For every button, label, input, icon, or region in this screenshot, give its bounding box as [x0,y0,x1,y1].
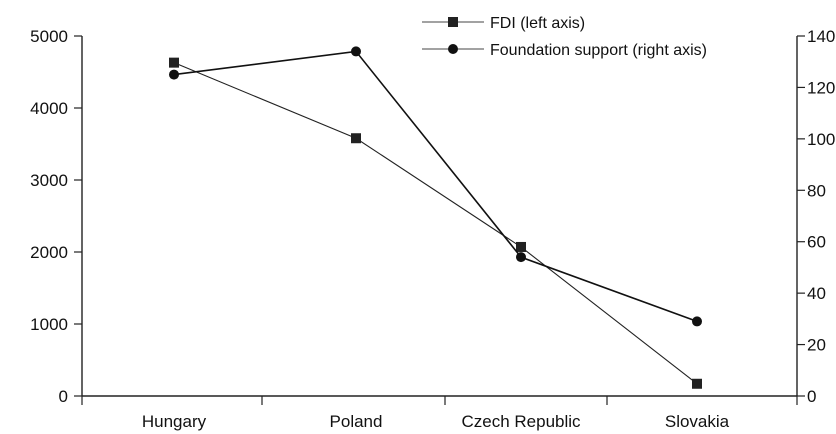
left-y-tick-label-2000: 2000 [30,243,68,262]
legend-marker-foundation-support [448,44,458,54]
x-tick-label-poland: Poland [330,412,383,431]
x-tick-label-slovakia: Slovakia [665,412,730,431]
legend-marker-fdi [448,17,458,27]
series-line-foundation-support [173,50,698,323]
fdi-point-poland [351,133,361,144]
left-y-tick-label-5000: 5000 [30,27,68,46]
foundation-support-point-hungary [169,69,179,80]
foundation-support-point-slovakia [692,316,702,327]
left-y-tick-label-1000: 1000 [30,315,68,334]
left-y-tick-label-4000: 4000 [30,99,68,118]
right-y-tick-label-140: 140 [807,27,835,46]
right-y-tick-label-60: 60 [807,233,826,252]
left-y-tick-label-0: 0 [59,387,68,406]
x-tick-label-czech-republic: Czech Republic [461,412,581,431]
right-y-tick-label-0: 0 [807,387,816,406]
foundation-support-point-czech-republic [516,252,526,263]
fdi-point-czech-republic [516,241,526,252]
right-y-tick-label-20: 20 [807,336,826,355]
right-y-tick-label-80: 80 [807,181,826,200]
series-line-fdi [173,62,698,385]
fdi-point-slovakia [692,378,702,389]
left-y-tick-label-3000: 3000 [30,171,68,190]
x-tick-label-hungary: Hungary [142,412,207,431]
foundation-support-point-poland [351,46,361,57]
right-y-tick-label-100: 100 [807,130,835,149]
right-y-tick-label-40: 40 [807,284,826,303]
legend-label-foundation-support: Foundation support (right axis) [490,42,707,59]
fdi-point-hungary [169,57,179,68]
right-y-tick-label-120: 120 [807,78,835,97]
legend-label-fdi: FDI (left axis) [490,15,585,32]
